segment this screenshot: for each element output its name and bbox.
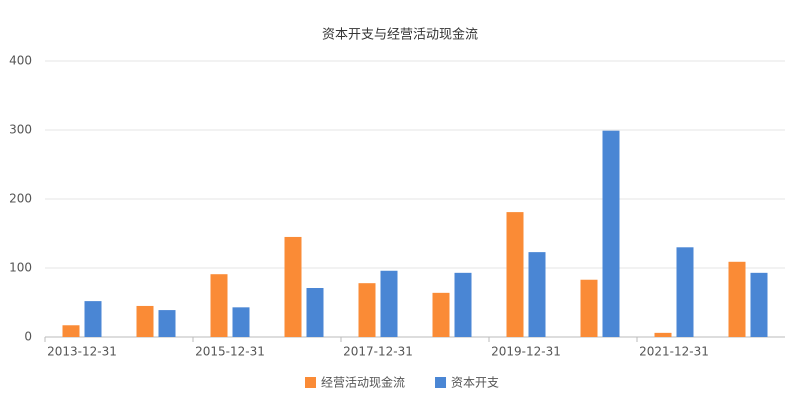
bar	[750, 272, 768, 337]
y-tick-label: 400	[9, 54, 32, 68]
x-tick-label: 2021-12-31	[639, 345, 709, 359]
x-tick-label: 2013-12-31	[47, 345, 117, 359]
x-tick-label: 2019-12-31	[491, 345, 561, 359]
x-tick-label: 2017-12-31	[343, 345, 413, 359]
bar	[454, 272, 472, 337]
legend-label: 经营活动现金流	[321, 375, 405, 390]
bar	[232, 307, 250, 337]
y-tick-label: 200	[9, 192, 32, 206]
bar	[210, 274, 228, 337]
x-tick-label: 2015-12-31	[195, 345, 265, 359]
bar	[358, 283, 376, 337]
bar	[528, 252, 546, 337]
legend-swatch	[435, 377, 447, 388]
bar	[306, 288, 324, 337]
bar	[84, 301, 102, 337]
legend-swatch	[305, 377, 316, 388]
bar	[602, 130, 620, 337]
bar	[380, 270, 398, 337]
bar	[432, 292, 450, 337]
y-tick-label: 0	[24, 330, 32, 344]
legend-label: 资本开支	[451, 376, 499, 390]
bar	[136, 305, 154, 337]
bar	[580, 279, 598, 337]
bar	[284, 236, 302, 337]
y-tick-label: 300	[9, 123, 32, 137]
y-tick-label: 100	[9, 261, 32, 275]
bar	[62, 325, 80, 337]
bar	[506, 212, 524, 337]
bar	[728, 261, 746, 337]
bar	[676, 247, 694, 337]
bar	[158, 310, 176, 337]
chart-title: 资本开支与经营活动现金流	[322, 27, 478, 43]
bar	[654, 332, 672, 337]
